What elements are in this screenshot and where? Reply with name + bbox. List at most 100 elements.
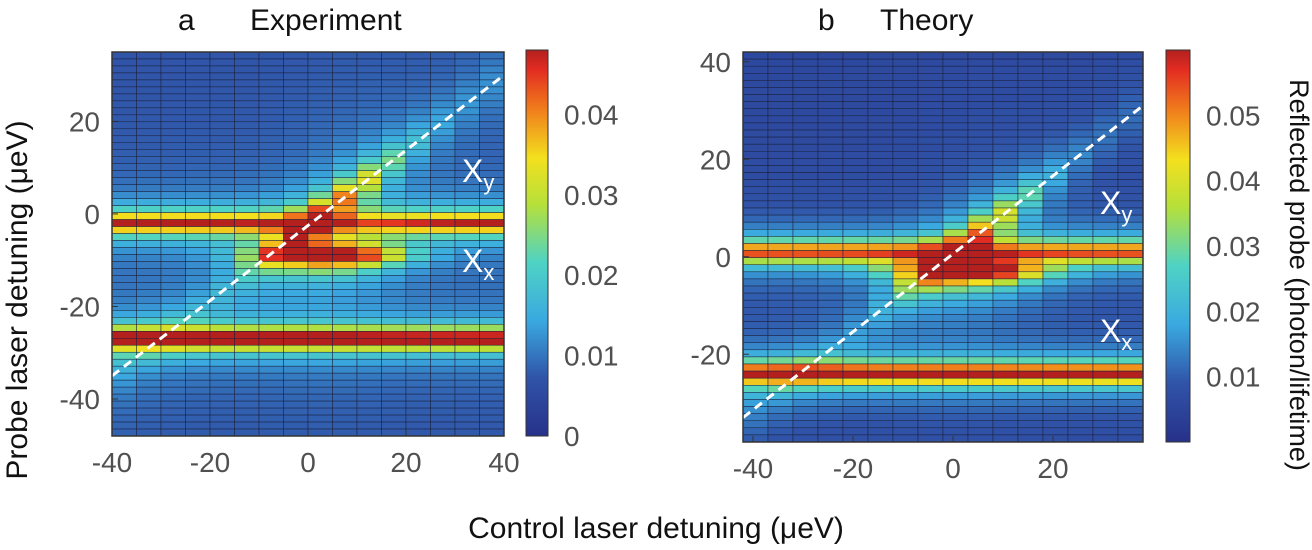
heatmap-cell — [767, 207, 794, 216]
heatmap-cell — [767, 186, 794, 195]
heatmap-cell — [767, 335, 794, 343]
heatmap-cell — [356, 121, 382, 130]
heatmap-cell — [283, 407, 309, 416]
heatmap-cell — [767, 349, 794, 358]
heatmap-cell — [332, 177, 358, 185]
heatmap-cell — [111, 296, 137, 304]
heatmap-cell — [967, 221, 994, 230]
heatmap-cell — [842, 434, 869, 443]
heatmap-cell — [479, 338, 505, 346]
heatmap-cell — [479, 107, 505, 116]
heatmap-cell — [792, 264, 819, 273]
heatmap-cell — [1117, 385, 1144, 393]
heatmap-cell — [1067, 314, 1094, 322]
heatmap-cell — [332, 240, 358, 248]
heatmap-cell — [258, 205, 284, 213]
heatmap-cell — [1117, 427, 1144, 436]
heatmap-cell — [942, 406, 969, 414]
heatmap-cell — [430, 275, 456, 283]
heatmap-cell — [185, 226, 211, 234]
heatmap-cell — [1092, 278, 1119, 287]
heatmap-cell — [942, 200, 969, 209]
heatmap-cell — [1042, 328, 1069, 336]
heatmap-cell — [1017, 221, 1044, 230]
heatmap-cell — [1017, 58, 1044, 67]
heatmap-cell — [967, 179, 994, 187]
heatmap-cell — [867, 406, 894, 414]
heatmap-cell — [1117, 165, 1144, 173]
y-tick-label: 40 — [700, 47, 731, 78]
heatmap-cell — [792, 193, 819, 202]
heatmap-cell — [917, 413, 944, 421]
heatmap-cell — [332, 121, 358, 130]
heatmap-cell — [332, 226, 358, 234]
heatmap-cell — [430, 296, 456, 304]
heatmap-cell — [136, 58, 162, 67]
heatmap-cell — [185, 170, 211, 178]
heatmap-cell — [283, 421, 309, 430]
heatmap-cell — [742, 151, 769, 159]
heatmap-cell — [1092, 271, 1119, 280]
heatmap-cell — [479, 379, 505, 388]
heatmap-cell — [405, 317, 431, 325]
heatmap-cell — [307, 226, 333, 234]
heatmap-cell — [258, 177, 284, 185]
heatmap-cell — [867, 65, 894, 74]
heatmap-cell — [767, 342, 794, 351]
heatmap-cell — [479, 393, 505, 402]
heatmap-cell — [136, 65, 162, 74]
heatmap-cell — [867, 51, 894, 60]
heatmap-cell — [992, 200, 1019, 209]
heatmap-cell — [283, 379, 309, 388]
heatmap-cell — [381, 79, 407, 88]
heatmap-cell — [917, 101, 944, 109]
heatmap-cell — [817, 122, 844, 131]
heatmap-cell — [185, 128, 211, 137]
heatmap-cell — [867, 427, 894, 436]
heatmap-cell — [942, 158, 969, 166]
heatmap-cell — [917, 250, 944, 258]
heatmap-cell — [430, 351, 456, 360]
heatmap-cell — [454, 317, 480, 325]
heatmap-cell — [767, 229, 794, 237]
heatmap-cell — [160, 191, 186, 199]
heatmap-cell — [185, 72, 211, 81]
heatmap-cell — [405, 372, 431, 381]
heatmap-cell — [842, 314, 869, 322]
heatmap-cell — [258, 128, 284, 137]
heatmap-cell — [160, 65, 186, 74]
heatmap-cell — [767, 307, 794, 315]
heatmap-cell — [1092, 385, 1119, 393]
heatmap-cell — [430, 156, 456, 164]
heatmap-cell — [792, 342, 819, 351]
heatmap-cell — [454, 296, 480, 304]
heatmap-cell — [917, 151, 944, 159]
heatmap-cell — [405, 205, 431, 213]
heatmap-cell — [992, 299, 1019, 308]
heatmap-cell — [967, 307, 994, 315]
heatmap-cell — [892, 370, 919, 379]
panel-a: a Experiment Xy Xx -40 -20 0 20 40 200-20-40 — [60, 4, 520, 478]
heatmap-cell — [767, 122, 794, 131]
heatmap-cell — [892, 101, 919, 109]
colorbar-b-ticks: 0.010.020.030.040.05 — [1206, 100, 1261, 392]
heatmap-cell — [1017, 236, 1044, 244]
heatmap-cell — [792, 335, 819, 343]
heatmap-cell — [185, 86, 211, 95]
heatmap-cell — [1042, 108, 1069, 117]
heatmap-cell — [767, 278, 794, 287]
heatmap-cell — [842, 278, 869, 287]
heatmap-cell — [1042, 420, 1069, 429]
heatmap-cell — [917, 342, 944, 351]
heatmap-cell — [1067, 229, 1094, 237]
heatmap-cell — [405, 254, 431, 262]
heatmap-cell — [817, 299, 844, 308]
heatmap-cell — [792, 236, 819, 244]
heatmap-cell — [234, 107, 260, 116]
heatmap-cell — [307, 93, 333, 102]
heatmap-cell — [234, 296, 260, 304]
heatmap-cell — [258, 163, 284, 171]
heatmap-cell — [917, 214, 944, 223]
heatmap-cell — [160, 219, 186, 227]
heatmap-cell — [942, 58, 969, 67]
